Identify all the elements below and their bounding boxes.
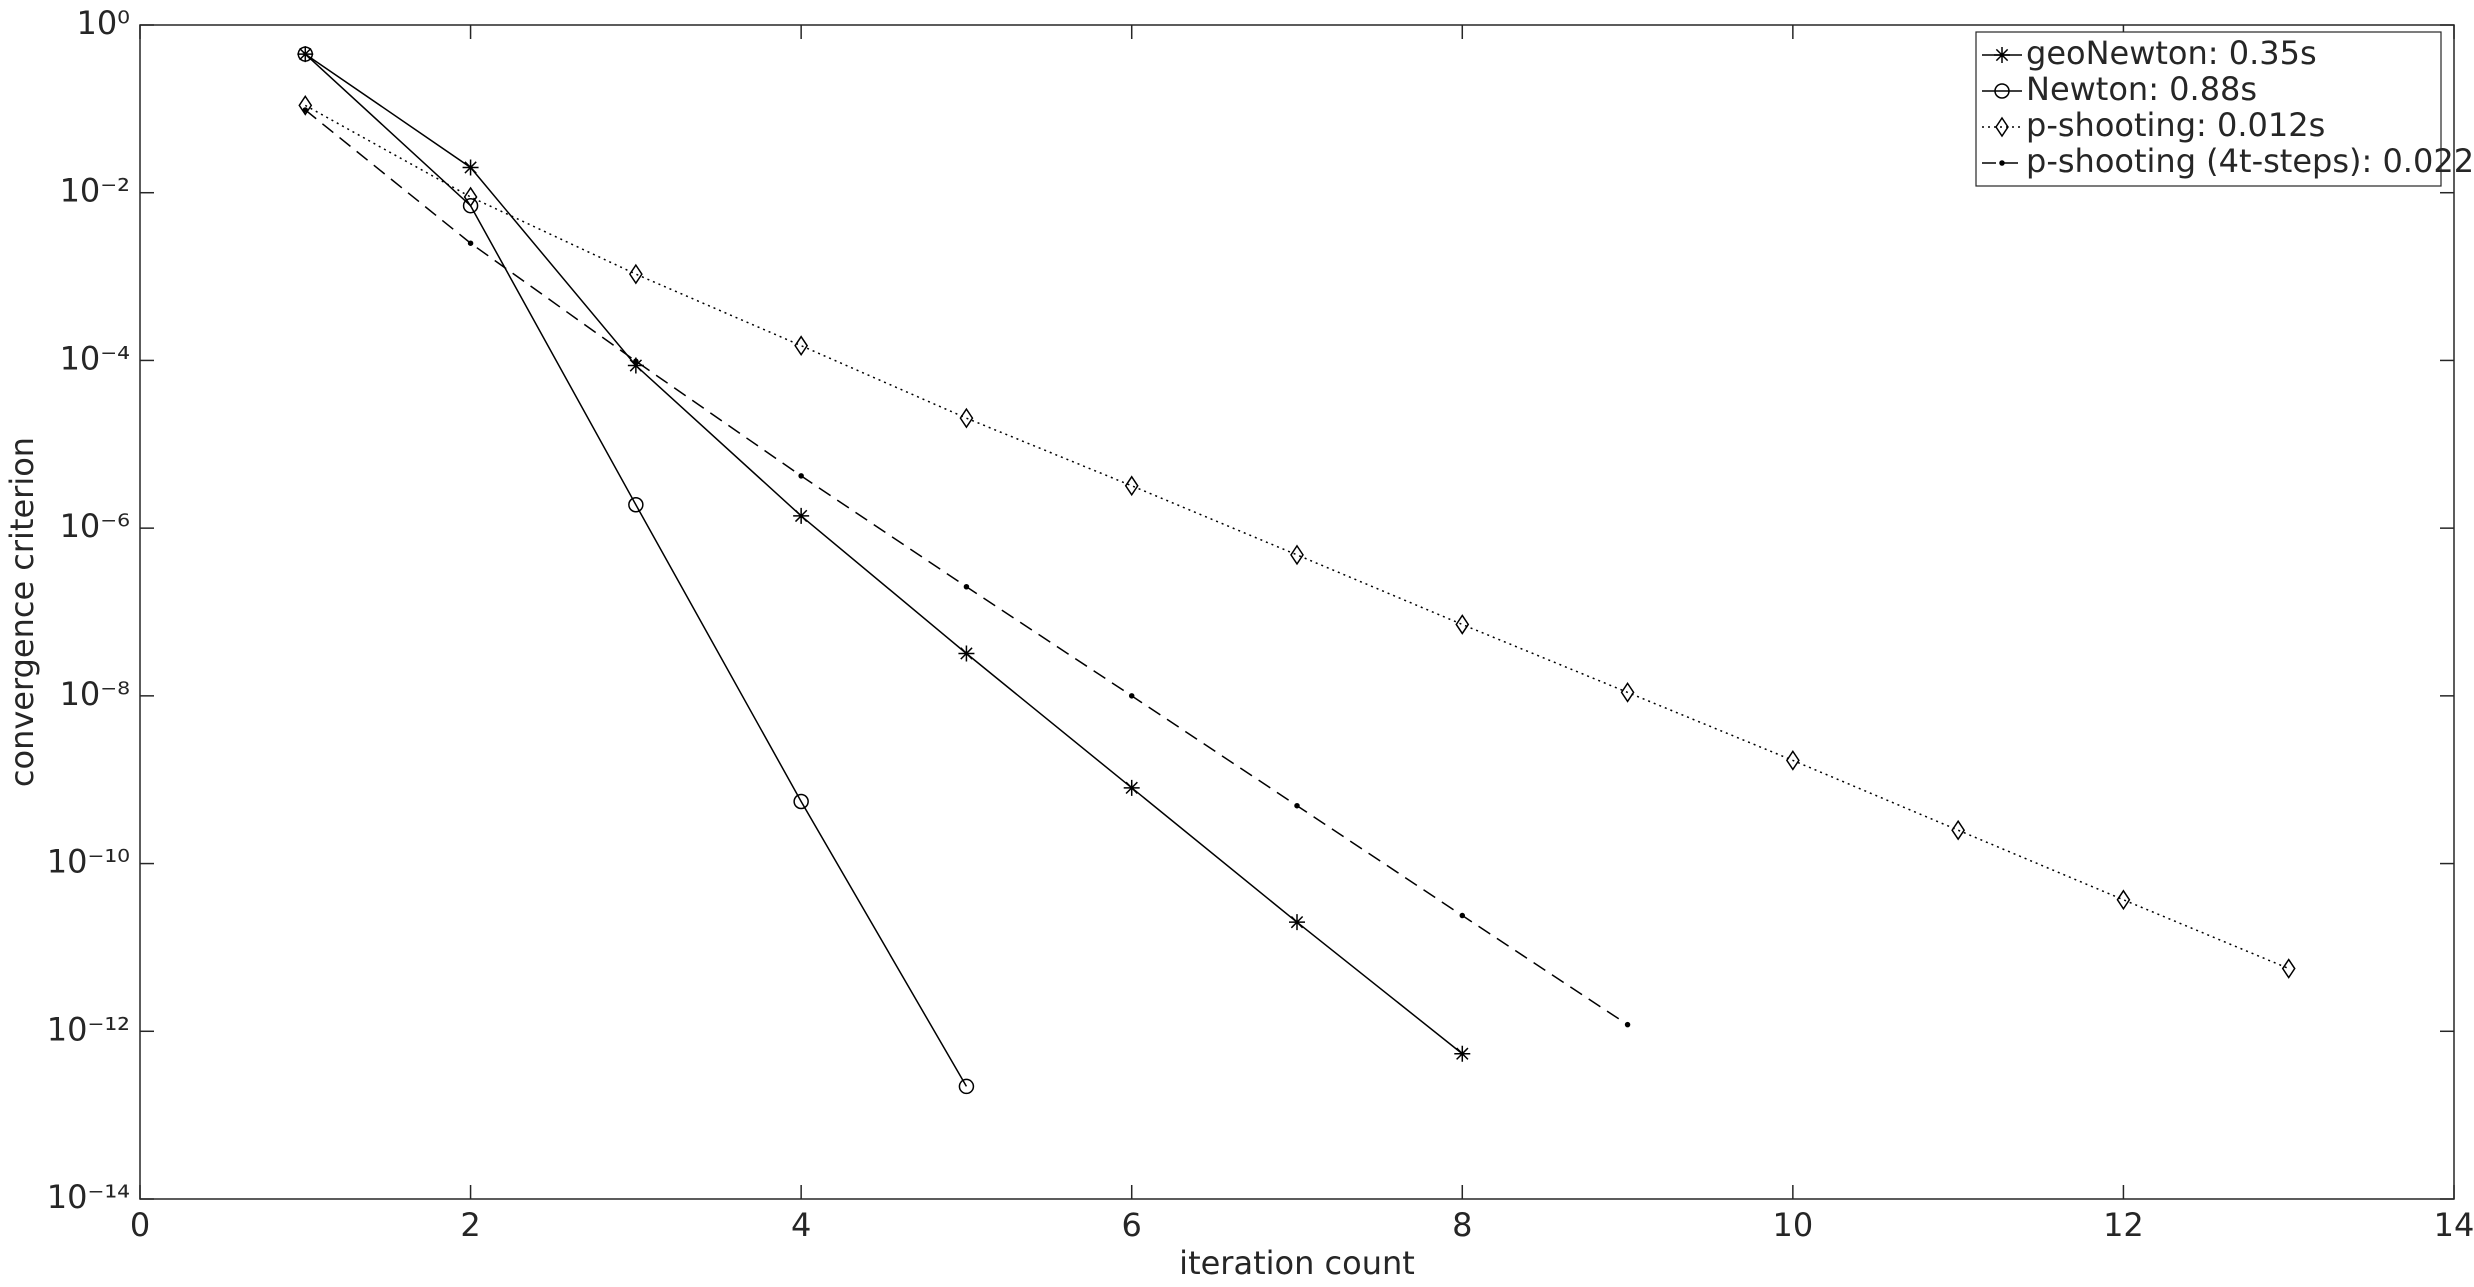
marker [798, 473, 804, 479]
legend-label: p-shooting (4t-steps): 0.022s [2026, 142, 2474, 180]
x-tick-label: 2 [460, 1206, 480, 1244]
marker [1620, 682, 1635, 703]
marker [2281, 958, 2296, 979]
marker [958, 1078, 975, 1095]
marker [793, 507, 810, 524]
marker [297, 46, 314, 62]
y-tick-label: 10⁻⁴ [60, 339, 130, 377]
y-tick-label: 10⁻⁸ [60, 675, 130, 713]
marker [1999, 160, 2005, 166]
x-tick-label: 14 [2434, 1206, 2474, 1244]
marker [958, 645, 975, 662]
plot-area [139, 24, 2455, 1200]
y-tick-label: 10⁻¹⁴ [47, 1178, 130, 1216]
marker [1123, 779, 1140, 796]
marker [1951, 819, 1966, 841]
marker [794, 335, 809, 357]
series-line [304, 53, 1463, 1055]
marker [1994, 83, 2010, 99]
x-tick-label: 8 [1452, 1206, 1472, 1244]
marker [1459, 912, 1466, 919]
x-tick-label: 6 [1122, 1206, 1142, 1244]
marker [2116, 889, 2131, 911]
marker [462, 159, 479, 176]
marker [1128, 693, 1135, 699]
marker [1124, 475, 1139, 497]
marker [628, 497, 644, 513]
x-tick-label: 12 [2103, 1206, 2144, 1244]
legend-label: Newton: 0.88s [2026, 70, 2257, 108]
x-tick-label: 4 [791, 1206, 811, 1244]
y-tick-label: 10⁰ [76, 4, 130, 42]
x-tick-label: 10 [1772, 1206, 1813, 1244]
marker [462, 197, 479, 214]
marker [633, 358, 639, 364]
series-line [304, 53, 968, 1087]
marker [1455, 614, 1470, 635]
marker [793, 793, 809, 810]
marker [1294, 802, 1300, 809]
y-axis-label: convergence criterion [3, 437, 41, 787]
marker [1624, 1021, 1631, 1028]
marker [963, 584, 970, 590]
legend-label: geoNewton: 0.35s [2026, 34, 2317, 72]
marker [1785, 750, 1800, 771]
marker [302, 107, 309, 113]
y-tick-label: 10⁻² [60, 172, 130, 210]
marker [467, 240, 474, 246]
marker [628, 263, 643, 285]
marker [1995, 116, 2009, 138]
y-tick-label: 10⁻¹⁰ [47, 843, 130, 881]
marker [1290, 544, 1304, 566]
y-tick-label: 10⁻¹² [47, 1010, 130, 1048]
marker [1289, 914, 1305, 931]
legend-label: p-shooting: 0.012s [2026, 106, 2325, 144]
legend-box [1975, 31, 2442, 187]
marker [463, 186, 478, 208]
y-tick-label: 10⁻⁶ [60, 507, 130, 545]
marker [627, 357, 644, 374]
x-axis-label: iteration count [1179, 1244, 1415, 1282]
x-tick-label: 0 [130, 1206, 150, 1244]
marker [1994, 47, 2010, 63]
marker [1454, 1045, 1471, 1062]
marker [298, 95, 313, 116]
marker [959, 407, 974, 429]
